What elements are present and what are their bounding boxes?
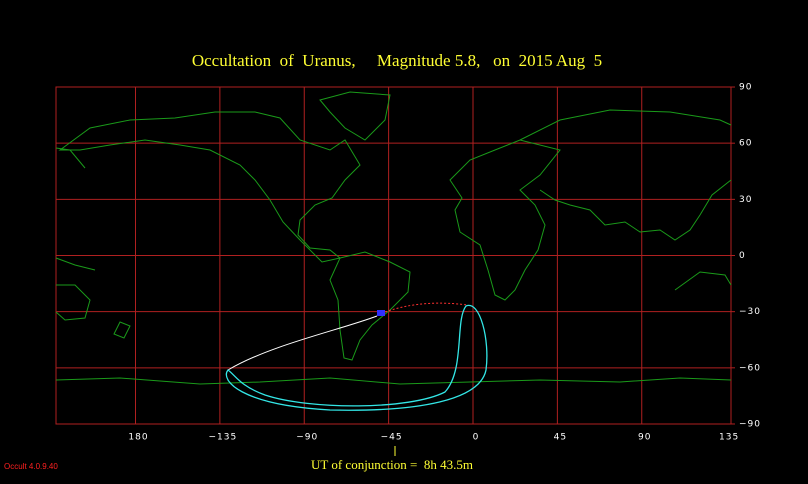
- lat-tick-label: 30: [739, 195, 752, 205]
- antarctica: [55, 377, 732, 385]
- grid: [55, 86, 732, 425]
- australia: [55, 271, 732, 321]
- lat-tick-label: 0: [739, 251, 746, 261]
- path-limits: [225, 304, 488, 411]
- version: Occult 4.0.9.40: [4, 462, 58, 471]
- conjunction-point: [377, 310, 385, 316]
- lon-tick-label: 45: [554, 433, 567, 443]
- north-america: [58, 111, 361, 263]
- lat-tick-label: 90: [739, 83, 752, 93]
- lon-tick-label: 180: [128, 433, 148, 443]
- lon-tick-label: −90: [296, 433, 318, 443]
- europe-africa: [449, 139, 561, 301]
- south-america: [329, 251, 411, 361]
- title: Occultation of Uranus, Magnitude 5.8, on…: [192, 51, 602, 70]
- lat-tick-label: −90: [739, 419, 761, 429]
- lon-tick-label: −135: [209, 433, 238, 443]
- greenland: [319, 91, 391, 141]
- asia: [519, 109, 732, 241]
- new-zealand: [113, 321, 131, 339]
- lon-tick-label: 135: [719, 433, 739, 443]
- conjunction-label: UT of conjunction = 8h 43.5m: [311, 457, 473, 472]
- path-daylight: [384, 302, 469, 313]
- path-white: [227, 315, 378, 371]
- asia-west: [55, 147, 96, 271]
- lon-tick-label: −45: [381, 433, 403, 443]
- lon-tick-label: 90: [638, 433, 651, 443]
- lat-tick-label: 60: [739, 139, 752, 149]
- coastlines: [55, 91, 732, 385]
- lon-tick-label: 0: [473, 433, 480, 443]
- lat-tick-label: −60: [739, 363, 761, 373]
- lat-tick-label: −30: [739, 307, 761, 317]
